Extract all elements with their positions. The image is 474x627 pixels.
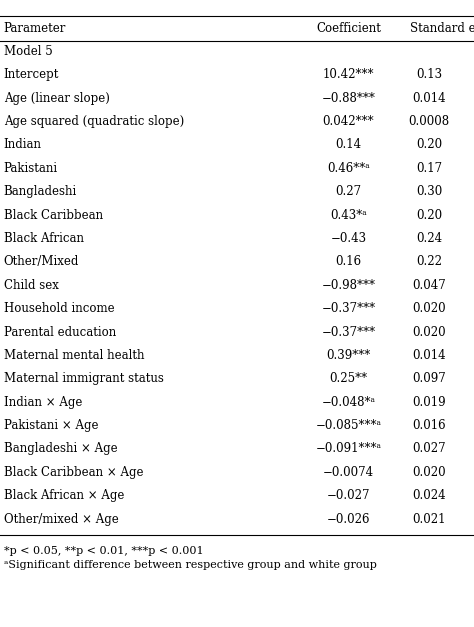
Text: 0.39***: 0.39*** bbox=[326, 349, 371, 362]
Text: Parental education: Parental education bbox=[4, 325, 116, 339]
Text: −0.88***: −0.88*** bbox=[321, 92, 375, 105]
Text: −0.98***: −0.98*** bbox=[321, 279, 375, 292]
Text: −0.37***: −0.37*** bbox=[321, 325, 375, 339]
Text: Other/mixed × Age: Other/mixed × Age bbox=[4, 513, 118, 525]
Text: *p < 0.05, **p < 0.01, ***p < 0.001: *p < 0.05, **p < 0.01, ***p < 0.001 bbox=[4, 546, 203, 556]
Text: −0.026: −0.026 bbox=[327, 513, 370, 525]
Text: 0.46**ᵃ: 0.46**ᵃ bbox=[327, 162, 370, 175]
Text: Standard error: Standard error bbox=[410, 22, 474, 34]
Text: −0.0074: −0.0074 bbox=[323, 466, 374, 479]
Text: Black African: Black African bbox=[4, 232, 84, 245]
Text: 0.027: 0.027 bbox=[412, 443, 446, 455]
Text: Maternal immigrant status: Maternal immigrant status bbox=[4, 372, 164, 386]
Text: 0.016: 0.016 bbox=[412, 419, 446, 432]
Text: 0.22: 0.22 bbox=[416, 255, 442, 268]
Text: 0.097: 0.097 bbox=[412, 372, 446, 386]
Text: 0.014: 0.014 bbox=[412, 92, 446, 105]
Text: Black Caribbean: Black Caribbean bbox=[4, 209, 103, 221]
Text: Age (linear slope): Age (linear slope) bbox=[4, 92, 109, 105]
Text: Age squared (quadratic slope): Age squared (quadratic slope) bbox=[4, 115, 184, 128]
Text: ᵃSignificant difference between respective group and white group: ᵃSignificant difference between respecti… bbox=[4, 560, 377, 570]
Text: −0.027: −0.027 bbox=[327, 489, 370, 502]
Text: Coefficient: Coefficient bbox=[316, 22, 381, 34]
Text: Black African × Age: Black African × Age bbox=[4, 489, 124, 502]
Text: 0.021: 0.021 bbox=[412, 513, 446, 525]
Text: −0.43: −0.43 bbox=[330, 232, 366, 245]
Text: Black Caribbean × Age: Black Caribbean × Age bbox=[4, 466, 143, 479]
Text: Indian: Indian bbox=[4, 139, 42, 152]
Text: Bangladeshi × Age: Bangladeshi × Age bbox=[4, 443, 118, 455]
Text: −0.085***ᵃ: −0.085***ᵃ bbox=[315, 419, 382, 432]
Text: 0.20: 0.20 bbox=[416, 139, 442, 152]
Text: 0.25**: 0.25** bbox=[329, 372, 367, 386]
Text: Pakistani × Age: Pakistani × Age bbox=[4, 419, 98, 432]
Text: 0.020: 0.020 bbox=[412, 325, 446, 339]
Text: 0.17: 0.17 bbox=[416, 162, 442, 175]
Text: 0.20: 0.20 bbox=[416, 209, 442, 221]
Text: Indian × Age: Indian × Age bbox=[4, 396, 82, 409]
Text: 0.0008: 0.0008 bbox=[409, 115, 449, 128]
Text: 0.16: 0.16 bbox=[335, 255, 362, 268]
Text: 0.019: 0.019 bbox=[412, 396, 446, 409]
Text: Intercept: Intercept bbox=[4, 68, 59, 82]
Text: Parameter: Parameter bbox=[4, 22, 66, 34]
Text: 10.42***: 10.42*** bbox=[323, 68, 374, 82]
Text: Model 5: Model 5 bbox=[4, 45, 53, 58]
Text: 0.014: 0.014 bbox=[412, 349, 446, 362]
Text: 0.14: 0.14 bbox=[335, 139, 362, 152]
Text: −0.048*ᵃ: −0.048*ᵃ bbox=[321, 396, 375, 409]
Text: Other/Mixed: Other/Mixed bbox=[4, 255, 79, 268]
Text: 0.020: 0.020 bbox=[412, 466, 446, 479]
Text: 0.43*ᵃ: 0.43*ᵃ bbox=[330, 209, 367, 221]
Text: Household income: Household income bbox=[4, 302, 114, 315]
Text: 0.047: 0.047 bbox=[412, 279, 446, 292]
Text: 0.13: 0.13 bbox=[416, 68, 442, 82]
Text: 0.30: 0.30 bbox=[416, 185, 442, 198]
Text: 0.024: 0.024 bbox=[412, 489, 446, 502]
Text: −0.37***: −0.37*** bbox=[321, 302, 375, 315]
Text: 0.27: 0.27 bbox=[335, 185, 362, 198]
Text: Bangladeshi: Bangladeshi bbox=[4, 185, 77, 198]
Text: Child sex: Child sex bbox=[4, 279, 59, 292]
Text: 0.020: 0.020 bbox=[412, 302, 446, 315]
Text: −0.091***ᵃ: −0.091***ᵃ bbox=[315, 443, 382, 455]
Text: Pakistani: Pakistani bbox=[4, 162, 58, 175]
Text: Maternal mental health: Maternal mental health bbox=[4, 349, 144, 362]
Text: 0.24: 0.24 bbox=[416, 232, 442, 245]
Text: 0.042***: 0.042*** bbox=[323, 115, 374, 128]
